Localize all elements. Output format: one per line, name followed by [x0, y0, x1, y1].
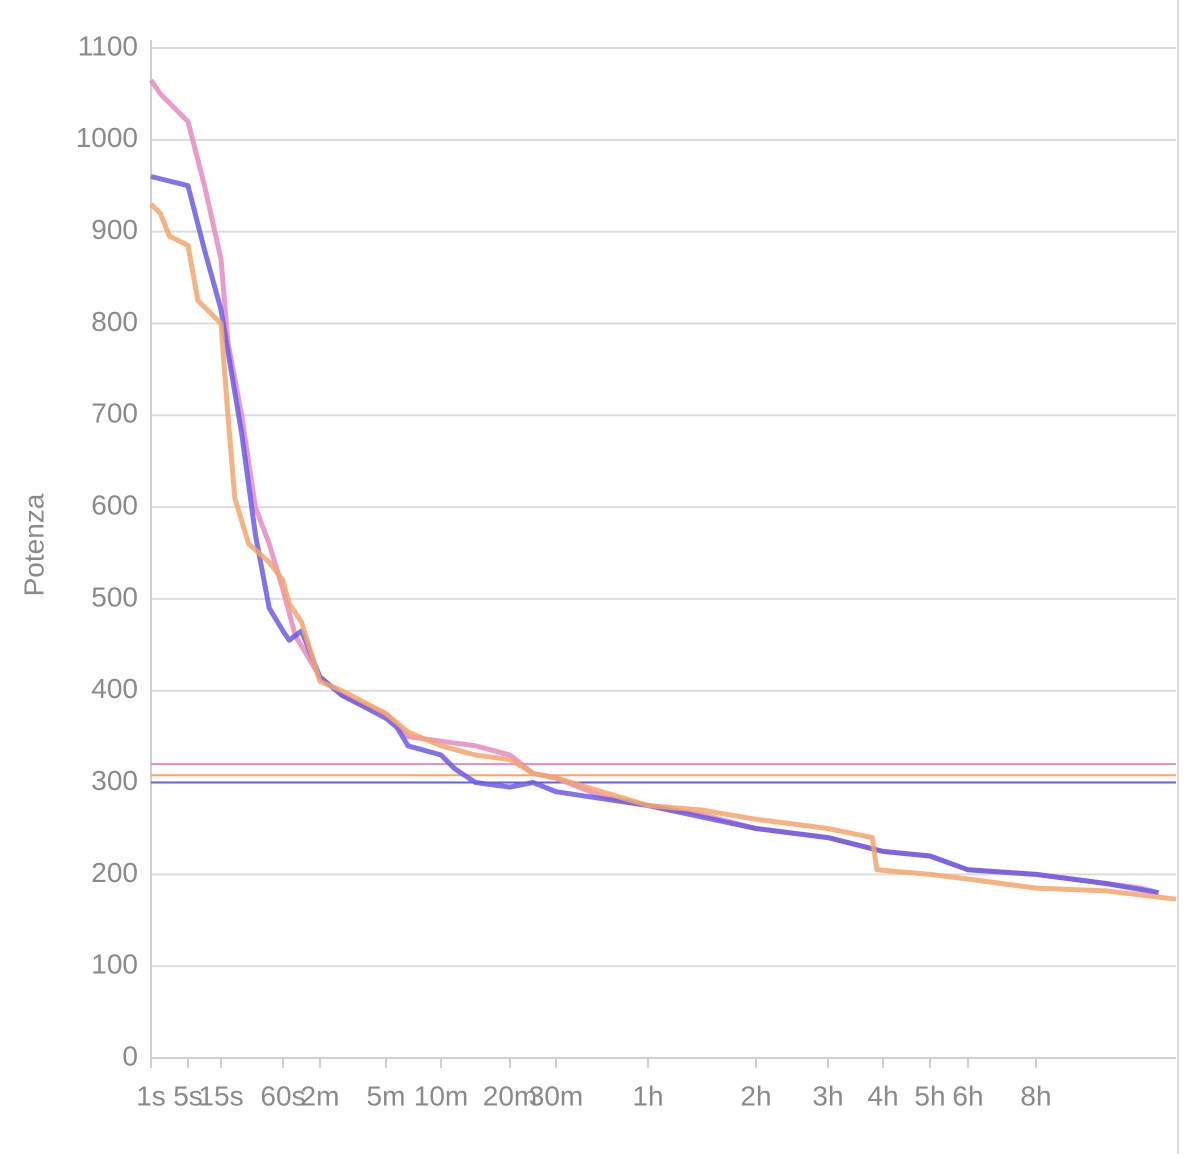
y-tick-label: 200 [91, 857, 138, 888]
series-line [149, 202, 1177, 902]
x-tick-label: 8h [1020, 1080, 1051, 1111]
x-tick-label: 4h [867, 1080, 898, 1111]
y-tick-label: 700 [91, 398, 138, 429]
x-tick-label: 5h [914, 1080, 945, 1111]
y-tick-label: 1100 [78, 30, 138, 61]
x-tick-label: 5s [173, 1080, 203, 1111]
x-tick-label: 6h [952, 1080, 983, 1111]
x-tick-label: 1s [136, 1080, 166, 1111]
series-line [150, 174, 1159, 896]
series-line [148, 78, 1160, 896]
y-tick-label: 1000 [76, 122, 138, 153]
x-tick-label: 20m [483, 1080, 537, 1111]
y-tick-label: 0 [122, 1040, 138, 1071]
x-tick-label: 5m [367, 1080, 406, 1111]
y-axis-label: Potenza [18, 493, 49, 596]
x-tick-label: 10m [414, 1080, 468, 1111]
y-tick-label: 100 [91, 949, 138, 980]
y-tick-label: 900 [91, 214, 138, 245]
x-tick-label: 2m [301, 1080, 340, 1111]
x-tick-label: 3h [812, 1080, 843, 1111]
x-tick-label: 30m [529, 1080, 583, 1111]
x-tick-label: 2h [740, 1080, 771, 1111]
y-tick-label: 300 [91, 765, 138, 796]
y-tick-label: 400 [91, 673, 138, 704]
x-tick-label: 15s [198, 1080, 243, 1111]
x-tick-label: 1h [632, 1080, 663, 1111]
y-tick-label: 600 [91, 489, 138, 520]
y-tick-label: 500 [91, 581, 138, 612]
x-tick-label: 60s [260, 1080, 305, 1111]
y-tick-label: 800 [91, 306, 138, 337]
